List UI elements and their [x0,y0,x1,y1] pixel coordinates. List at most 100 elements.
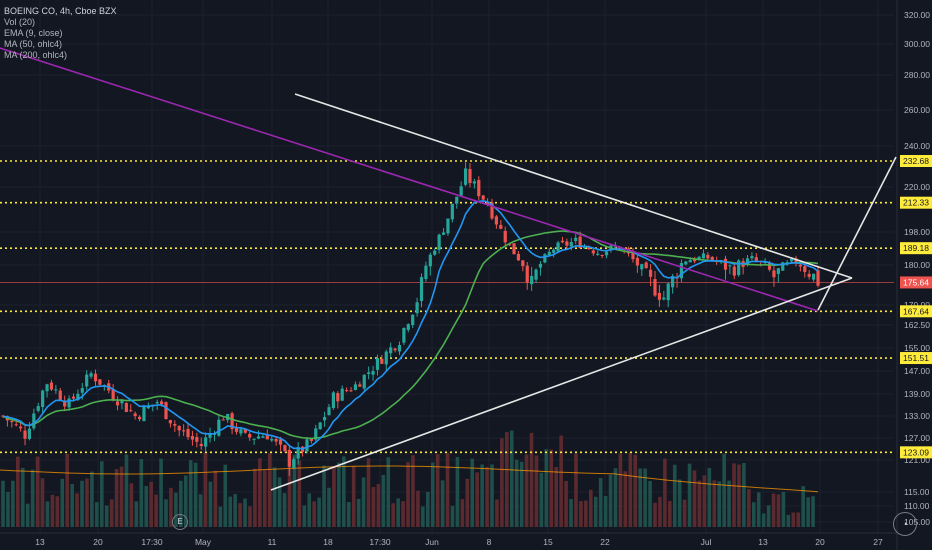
candle-body [494,216,499,225]
time-tick-label: 15 [543,537,553,547]
volume-bar [317,497,321,527]
volume-bar [732,463,736,527]
volume-bar [564,480,568,527]
volume-bar [312,501,316,527]
volume-bar [751,502,756,527]
volume-bar [16,456,20,527]
volume-bar [70,484,74,527]
breakout-projection-line [817,156,897,311]
candle-body [428,254,432,267]
candle-body [243,428,247,433]
volume-bar [287,452,292,527]
time-axis[interactable]: 13 20 17:30 May 11 18 17:30 Jun 8 15 22 Jul 13 20 27 [0,0,898,550]
candle-body [283,445,287,451]
candle-body [653,278,657,296]
time-tick-label: 18 [323,537,333,547]
candle-body [671,275,675,288]
earnings-event-marker[interactable]: E [172,514,188,530]
candle-body [318,422,322,430]
level-price-tag [900,196,932,209]
volume-bar [569,499,573,527]
price-tick-label: 110.00 [904,501,930,511]
candle-body [816,270,820,286]
volume-bar [228,496,233,527]
candle-body [754,257,758,262]
legend-ma200[interactable]: MA (200, ohlc4) [4,50,68,60]
volume-bar [450,505,455,527]
volume-bar [430,462,435,527]
candle-body [776,268,780,274]
candle-body [367,372,371,374]
volume-bar [544,449,549,527]
volume-bar [154,494,158,527]
volume-bar [35,456,40,527]
volume-bar [598,477,603,527]
candle-body [679,263,684,279]
candle-body [36,406,40,411]
price-axis[interactable]: 105.00 110.00 115.00 121.00 127.00 133.00 139.… [897,0,932,533]
time-tick-label: 17:30 [369,537,391,547]
volume-bar [425,491,430,527]
candle-body [353,384,358,390]
volume-bar [549,449,554,527]
volume-bar [435,454,440,527]
volume-bar [1,480,5,527]
candle-body [481,195,485,200]
candle-body [345,390,349,392]
volume-bar [421,506,425,527]
volume-bar [203,452,208,527]
candle-body [525,265,529,283]
volume-bar [114,469,119,527]
volume-bar [638,468,642,527]
volume-bar [776,494,781,527]
volume-bar [253,468,257,527]
candle-body [463,168,468,185]
candle-body [115,401,120,406]
volume-bar [534,455,539,527]
volume-bar [445,453,450,527]
volume-bar [495,499,499,527]
candle-body [666,283,670,301]
candle-body [485,201,490,205]
candle-body [644,262,648,269]
legend-ma50[interactable]: MA (50, ohlc4) [4,39,63,49]
candle-body [446,218,450,234]
volume-bar [322,465,326,527]
volume-bar [124,454,129,527]
candle-body [477,179,481,197]
time-tick-label: 13 [758,537,768,547]
level-price-tag [900,305,932,318]
candle-body [490,202,494,219]
candle-body [384,351,388,365]
volume-bar [85,478,89,527]
candle-body [591,250,595,254]
candle-body [278,439,283,445]
legend-title[interactable]: BOEING CO, 4h, Cboe BZX [4,6,117,16]
candle-body [613,246,617,248]
volume-bar [440,480,445,527]
volume-bar [307,493,312,527]
candle-body [49,382,54,390]
legend-volume[interactable]: Vol (20) [4,17,36,27]
candle-body [98,379,102,385]
volume-bar [40,478,45,527]
volume-bar [174,492,178,527]
volume-bar [653,502,657,527]
time-tick-label: 11 [268,537,277,547]
price-tick-label: 280.00 [904,70,930,80]
legend-ema[interactable]: EMA (9, close) [4,28,63,38]
volume-bar [722,453,726,527]
candle-body [331,392,336,409]
candle-body [578,236,582,248]
volume-bar [223,464,228,527]
candle-body [701,253,706,259]
candle-body [459,186,463,196]
indicator-lines [2,200,819,450]
candle-body [737,260,741,276]
candle-body [314,428,318,440]
volume-bar [416,490,420,527]
volume-bar [297,460,302,527]
candle-body [362,374,366,389]
